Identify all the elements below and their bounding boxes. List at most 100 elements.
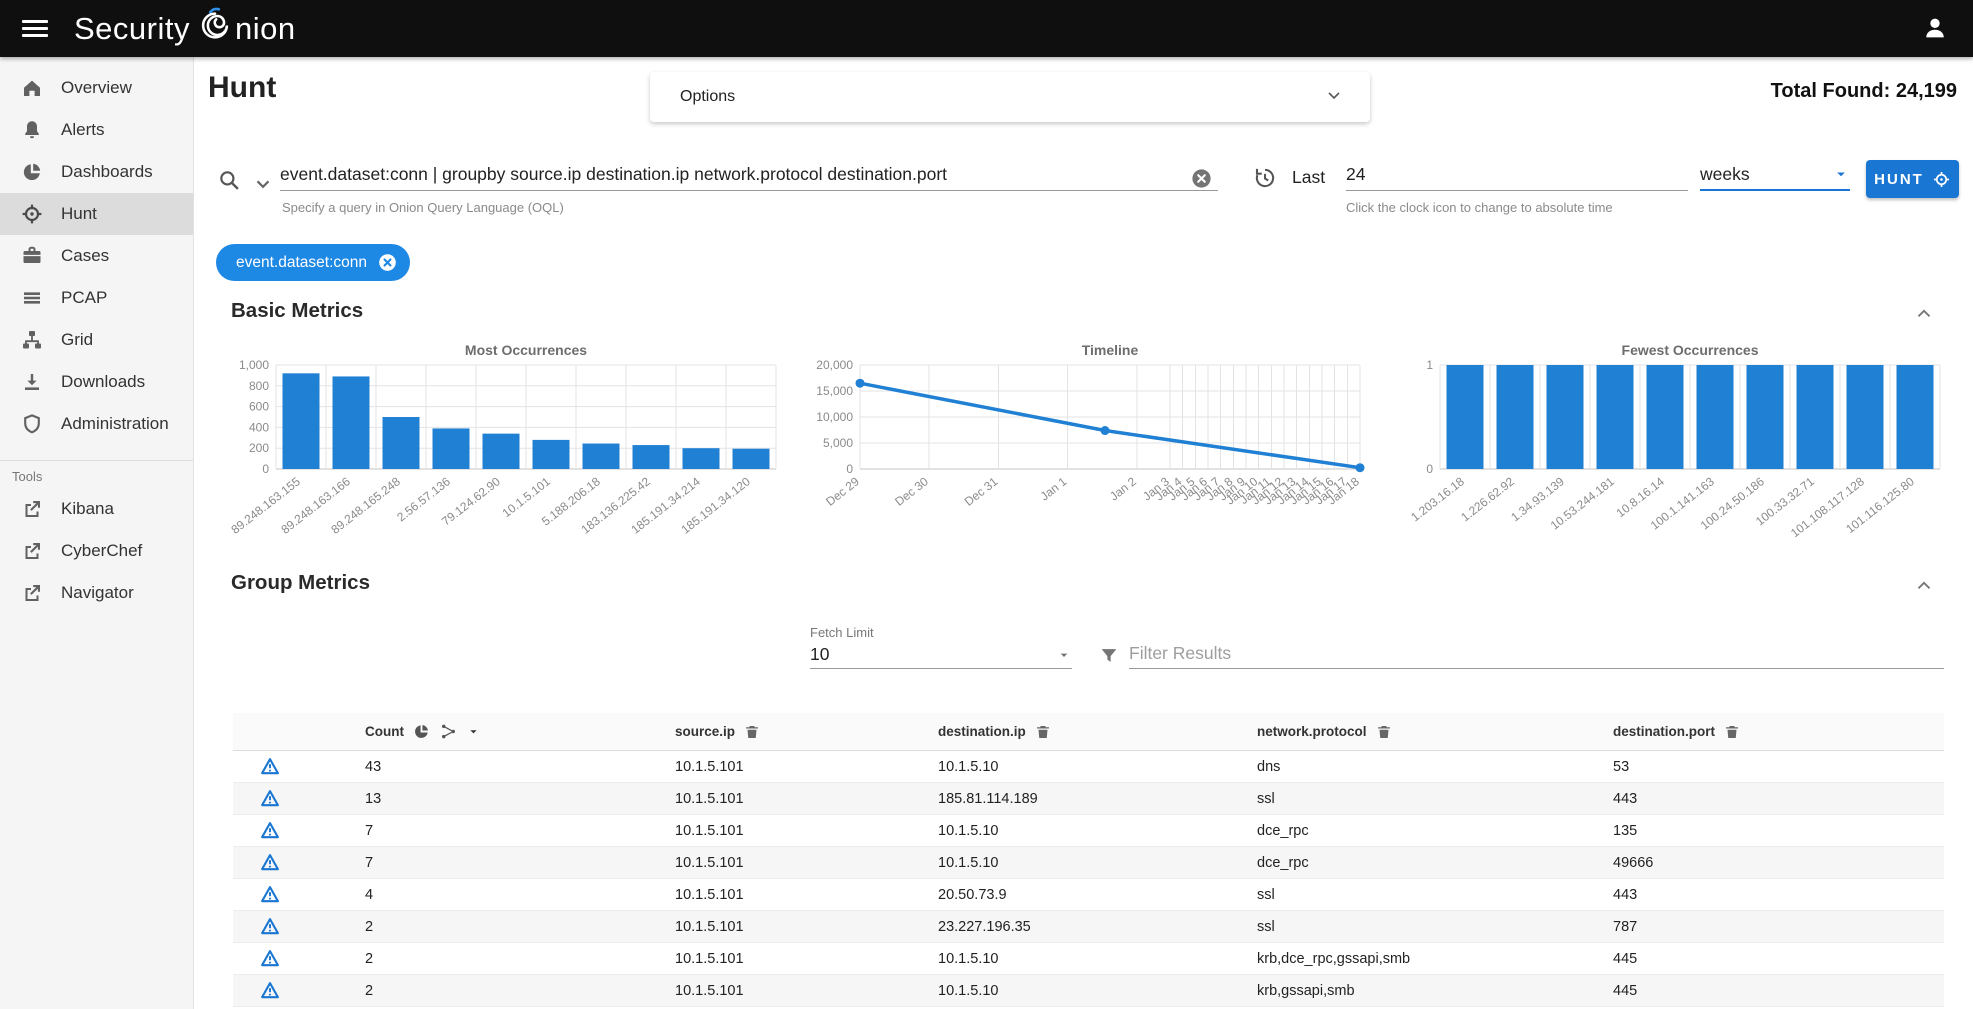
table-row[interactable]: 210.1.5.10110.1.5.10krb,dce_rpc,gssapi,s… (233, 943, 1944, 975)
bar[interactable] (333, 376, 370, 469)
warning-triangle-icon[interactable] (259, 852, 281, 873)
sidebar-item-cyberchef[interactable]: CyberChef (0, 530, 193, 572)
list-lines-icon (20, 286, 44, 310)
collapse-basic-metrics-icon[interactable] (1913, 303, 1935, 330)
bar[interactable] (1797, 365, 1834, 469)
sidebar-item-grid[interactable]: Grid (0, 319, 193, 361)
bar[interactable] (683, 448, 720, 469)
trash-icon[interactable] (1034, 723, 1052, 741)
bar[interactable] (583, 444, 620, 469)
filter-chip[interactable]: event.dataset:conn (216, 244, 410, 281)
column-header-network-protocol[interactable]: network.protocol (1257, 724, 1367, 739)
bar[interactable] (633, 445, 670, 469)
bar[interactable] (733, 449, 770, 469)
table-row[interactable]: 1310.1.5.101185.81.114.189ssl443 (233, 783, 1944, 815)
top-app-bar: Security nion (0, 0, 1973, 57)
svg-text:Jan 1: Jan 1 (1038, 474, 1070, 503)
row-warning-cell[interactable] (233, 916, 365, 937)
fetch-limit-select[interactable]: 10 (810, 641, 1072, 669)
row-warning-cell[interactable] (233, 948, 365, 969)
query-hint: Specify a query in Onion Query Language … (282, 200, 564, 215)
user-account-icon[interactable] (1921, 14, 1949, 47)
time-value-input[interactable] (1346, 159, 1688, 191)
cell-source-ip: 10.1.5.101 (675, 919, 938, 935)
table-row[interactable]: 210.1.5.10110.1.5.10krb,gssapi,smb445 (233, 975, 1944, 1007)
bar[interactable] (433, 428, 470, 469)
bar[interactable] (483, 434, 520, 469)
table-row[interactable]: 4310.1.5.10110.1.5.10dns53 (233, 751, 1944, 783)
bar[interactable] (533, 440, 570, 469)
column-header-source-ip[interactable]: source.ip (675, 724, 735, 739)
bar[interactable] (1547, 365, 1584, 469)
warning-triangle-icon[interactable] (259, 884, 281, 905)
pie-chart-icon[interactable] (412, 722, 431, 741)
bar[interactable] (1647, 365, 1684, 469)
row-warning-cell[interactable] (233, 852, 365, 873)
row-warning-cell[interactable] (233, 980, 365, 1001)
table-row[interactable]: 710.1.5.10110.1.5.10dce_rpc135 (233, 815, 1944, 847)
row-warning-cell[interactable] (233, 788, 365, 809)
bar[interactable] (1447, 365, 1484, 469)
cell-destination-port: 53 (1613, 759, 1944, 775)
row-warning-cell[interactable] (233, 756, 365, 777)
group-by-icon[interactable] (439, 722, 458, 741)
sidebar-item-alerts[interactable]: Alerts (0, 109, 193, 151)
column-header-destination-port[interactable]: destination.port (1613, 724, 1715, 739)
warning-triangle-icon[interactable] (259, 756, 281, 777)
sidebar-item-hunt[interactable]: Hunt (0, 193, 193, 235)
row-warning-cell[interactable] (233, 820, 365, 841)
column-header-count[interactable]: Count (365, 724, 404, 739)
time-unit-select[interactable]: weeks (1700, 159, 1850, 191)
query-input[interactable] (280, 159, 1218, 191)
table-row[interactable]: 410.1.5.10120.50.73.9ssl443 (233, 879, 1944, 911)
bar[interactable] (1597, 365, 1634, 469)
trash-icon[interactable] (1375, 723, 1393, 741)
sidebar-item-pcap[interactable]: PCAP (0, 277, 193, 319)
bar[interactable] (1847, 365, 1884, 469)
warning-triangle-icon[interactable] (259, 916, 281, 937)
sidebar-item-label: Dashboards (61, 162, 153, 182)
column-header-destination-ip[interactable]: destination.ip (938, 724, 1026, 739)
sidebar-item-kibana[interactable]: Kibana (0, 488, 193, 530)
trash-icon[interactable] (1723, 723, 1741, 741)
data-point[interactable] (856, 379, 865, 388)
cell-destination-ip: 23.227.196.35 (938, 919, 1257, 935)
bar[interactable] (1697, 365, 1734, 469)
svg-text:600: 600 (249, 400, 269, 414)
trash-icon[interactable] (743, 723, 761, 741)
sidebar-item-dashboards[interactable]: Dashboards (0, 151, 193, 193)
row-warning-cell[interactable] (233, 884, 365, 905)
brand-text-nion: nion (235, 11, 296, 47)
table-row[interactable]: 210.1.5.10123.227.196.35ssl787 (233, 911, 1944, 943)
sidebar-item-cases[interactable]: Cases (0, 235, 193, 277)
bar[interactable] (1747, 365, 1784, 469)
bar[interactable] (383, 417, 420, 469)
chip-close-icon[interactable] (377, 252, 398, 273)
sidebar-item-navigator[interactable]: Navigator (0, 572, 193, 614)
bar[interactable] (283, 373, 320, 469)
table-row[interactable]: 710.1.5.10110.1.5.10dce_rpc49666 (233, 847, 1944, 879)
query-history-caret-icon[interactable] (252, 176, 274, 199)
warning-triangle-icon[interactable] (259, 948, 281, 969)
bar[interactable] (1897, 365, 1934, 469)
warning-triangle-icon[interactable] (259, 788, 281, 809)
sidebar-item-overview[interactable]: Overview (0, 67, 193, 109)
warning-triangle-icon[interactable] (259, 820, 281, 841)
sidebar-item-downloads[interactable]: Downloads (0, 361, 193, 403)
data-point[interactable] (1101, 426, 1110, 435)
options-expander[interactable]: Options (650, 72, 1370, 122)
hunt-button[interactable]: HUNT (1866, 160, 1959, 198)
cell-network-protocol: krb,dce_rpc,gssapi,smb (1257, 951, 1613, 967)
caret-down-icon[interactable] (466, 724, 481, 739)
sidebar-item-administration[interactable]: Administration (0, 403, 193, 445)
clear-query-icon[interactable] (1190, 167, 1213, 195)
warning-triangle-icon[interactable] (259, 980, 281, 1001)
cell-destination-ip: 10.1.5.10 (938, 823, 1257, 839)
data-point[interactable] (1356, 463, 1365, 472)
hamburger-menu-icon[interactable] (22, 16, 48, 41)
clock-history-icon[interactable] (1252, 165, 1278, 196)
collapse-group-metrics-icon[interactable] (1913, 575, 1935, 602)
filter-results-input[interactable] (1129, 639, 1944, 669)
svg-text:5,000: 5,000 (823, 436, 853, 450)
bar[interactable] (1497, 365, 1534, 469)
